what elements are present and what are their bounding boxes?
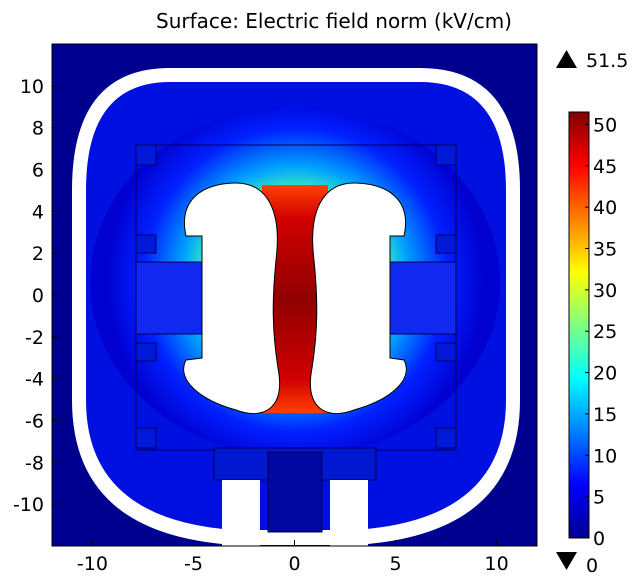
x-tick-label: 10 (484, 553, 508, 575)
colorbar-tick-label: 20 (593, 363, 617, 385)
y-tick-label: 2 (32, 243, 44, 265)
colorbar-tick-label: 15 (593, 404, 617, 426)
x-tick-label: 5 (389, 553, 401, 575)
side-block-r2 (435, 342, 457, 362)
chart-title: Surface: Electric field norm (kV/cm) (156, 9, 512, 33)
colorbar-tick-label: 0 (593, 528, 605, 550)
colorbar-ticks: 0 5 10 15 20 25 30 35 40 45 50 (585, 114, 617, 550)
y-tick-label: -8 (25, 452, 44, 474)
colorbar-tick-label: 10 (593, 445, 617, 467)
x-tick-label: -5 (184, 553, 203, 575)
colorbar-min-label: 0 (586, 555, 598, 576)
electrode-right (310, 182, 407, 415)
colorbar-tick-label: 40 (593, 197, 617, 219)
max-marker-icon (556, 50, 577, 68)
side-block-r1 (435, 234, 457, 254)
colorbar-tick-label: 35 (593, 238, 617, 260)
colorbar-tick-label: 5 (593, 487, 605, 509)
y-tick-label: -6 (25, 411, 44, 433)
y-tick-label: -4 (25, 369, 44, 391)
colorbar-max-label: 51.5 (586, 50, 628, 72)
colorbar-tick-label: 25 (593, 321, 617, 343)
x-tick-label: 0 (288, 553, 300, 575)
y-tick-label: -10 (13, 494, 44, 516)
chamber-wall (72, 68, 520, 545)
corner-block-bl (135, 427, 157, 449)
x-tick-label: -10 (77, 553, 108, 575)
colorbar (568, 111, 590, 539)
electrode-left (183, 182, 280, 415)
y-tick-label: 4 (32, 201, 44, 223)
side-block-l2 (135, 342, 157, 362)
magnet-right (389, 261, 457, 335)
y-tick-label: 0 (32, 285, 44, 307)
y-tick-label: 10 (20, 76, 44, 98)
y-axis: -10 -8 -6 -4 -2 0 2 4 6 8 10 (13, 76, 58, 516)
side-block-l1 (135, 234, 157, 254)
corner-block-tr (435, 144, 457, 166)
base-port-center (267, 451, 323, 533)
y-tick-label: -2 (25, 327, 44, 349)
colorbar-tick-label: 30 (593, 280, 617, 302)
corner-block-tl (135, 144, 157, 166)
magnet-left (135, 261, 203, 335)
corner-block-br (435, 427, 457, 449)
min-marker-icon (556, 552, 577, 570)
port-right (330, 480, 368, 546)
y-tick-label: 6 (32, 160, 44, 182)
y-tick-label: 8 (32, 118, 44, 140)
colorbar-tick-label: 50 (593, 114, 617, 136)
colorbar-tick-label: 45 (593, 156, 617, 178)
port-left (222, 480, 260, 546)
x-axis: -10 -5 0 5 10 (77, 540, 509, 575)
